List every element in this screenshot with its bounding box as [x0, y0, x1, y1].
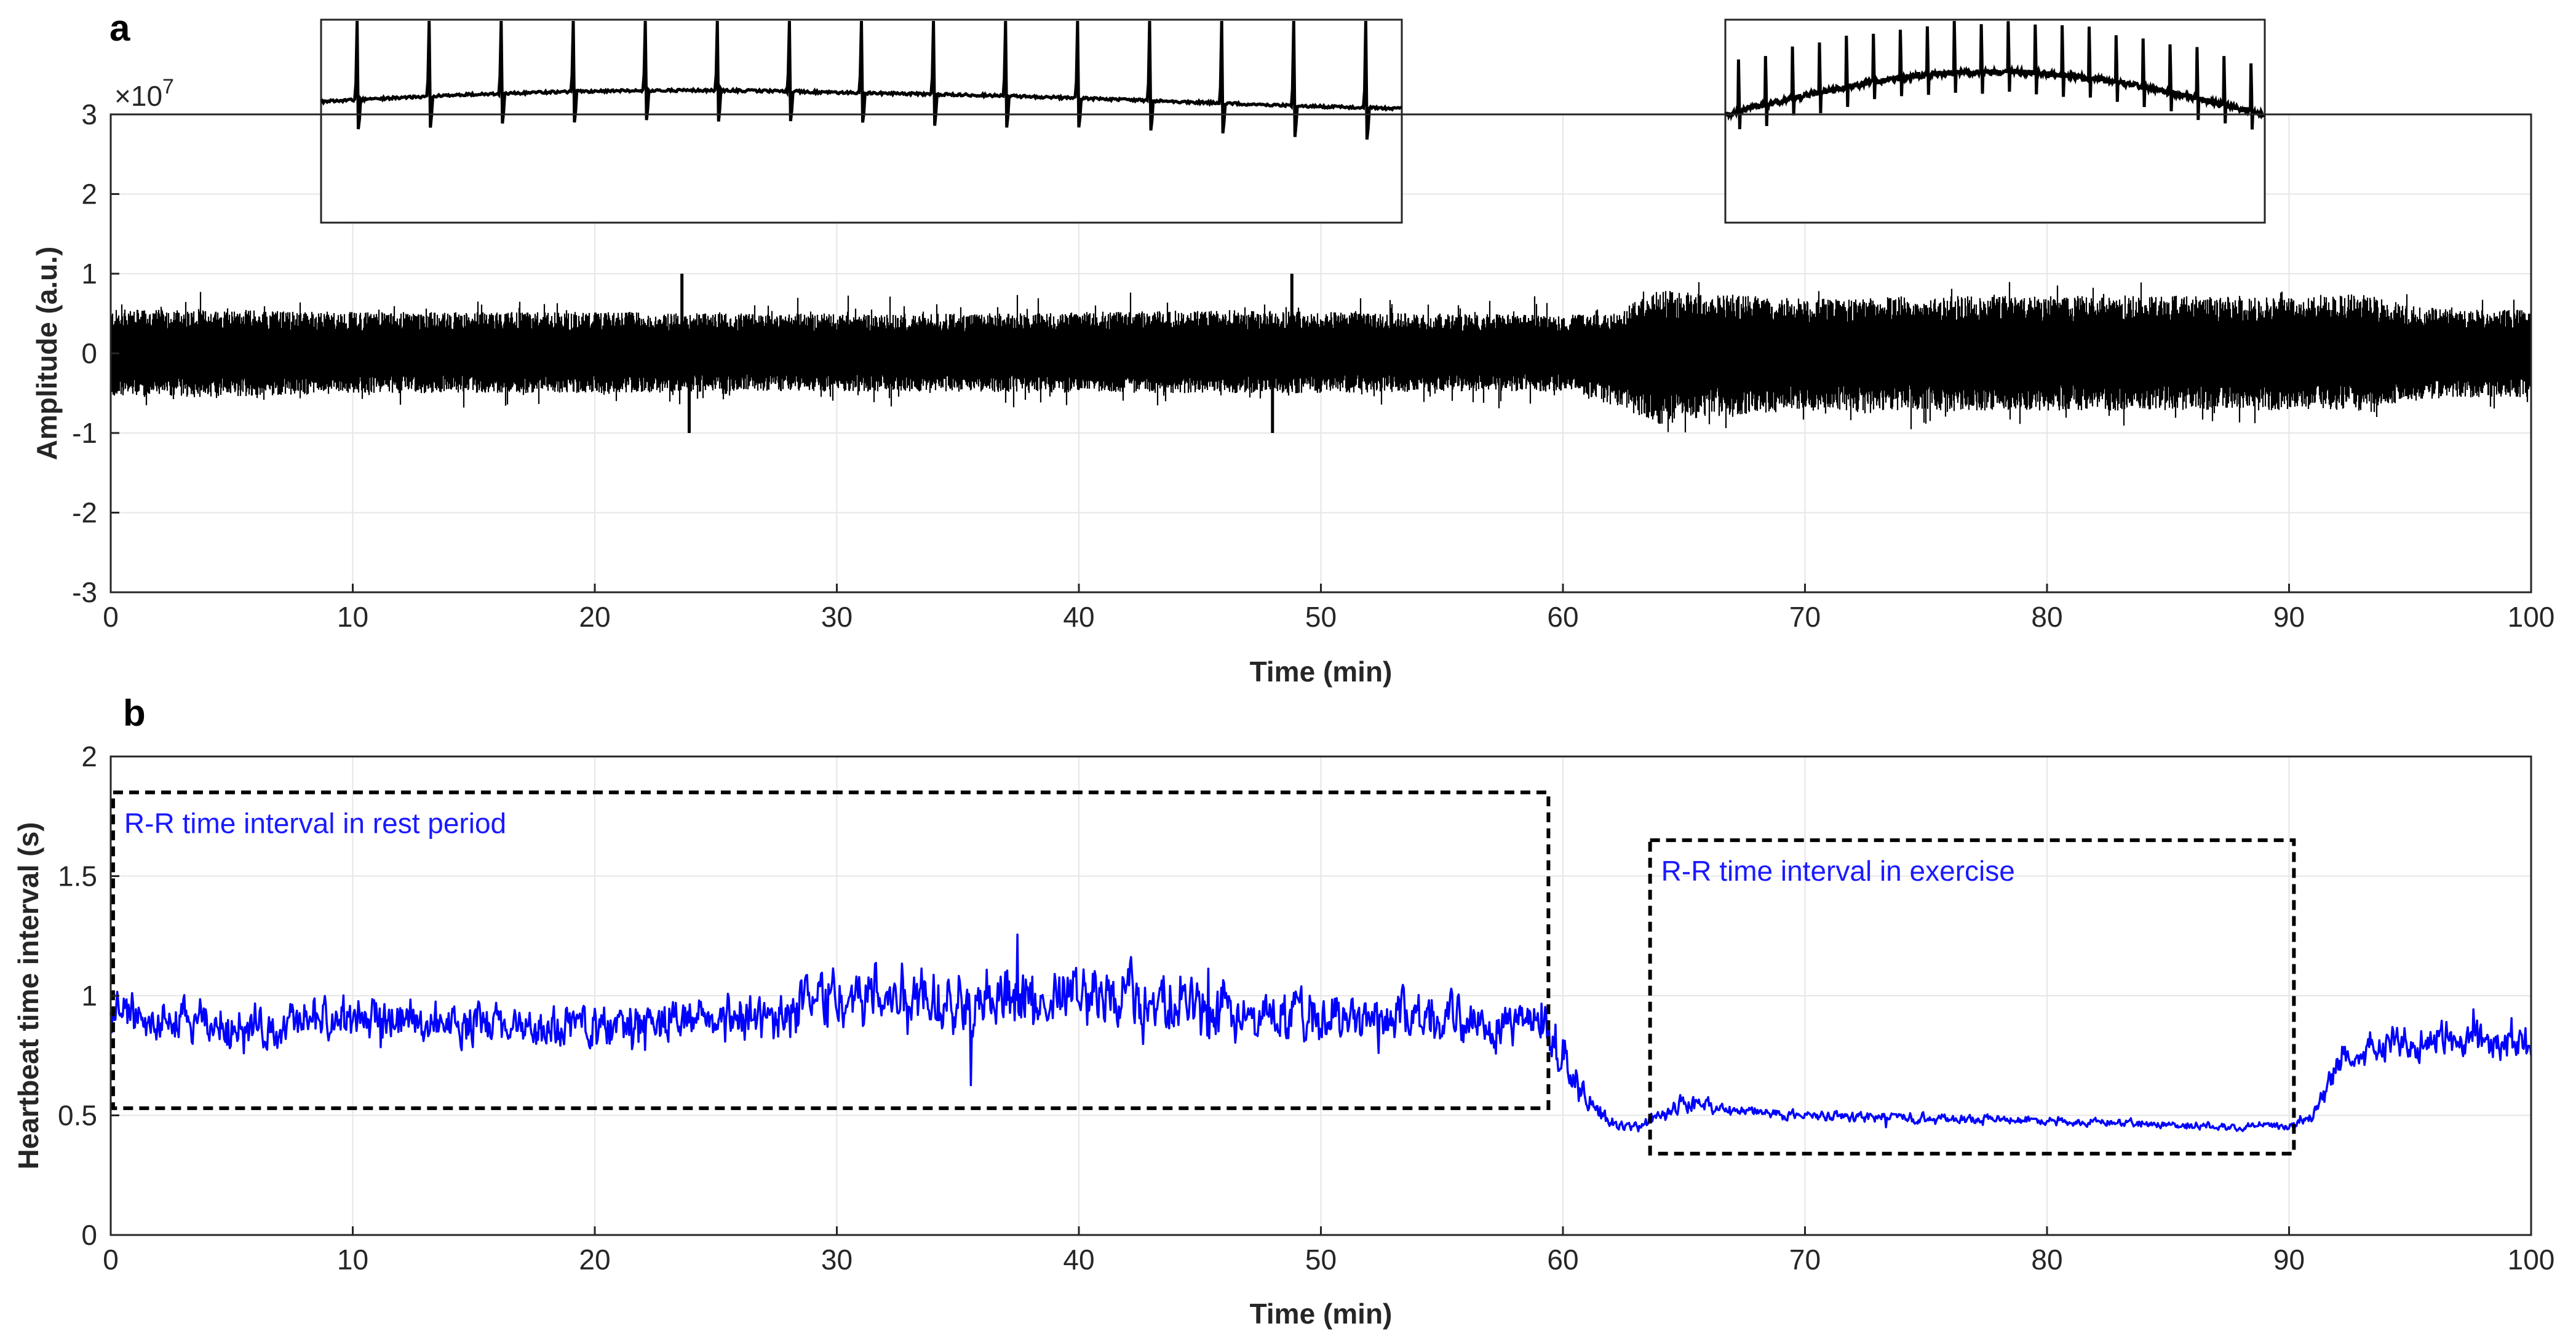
exponent-base: ×10 [114, 80, 162, 112]
inset-ecg-trace [320, 20, 1402, 140]
rr-x-tick-label: 40 [1063, 1244, 1094, 1276]
ecg-y-tick-label: -2 [72, 497, 97, 529]
ecg-y-tick-label: 3 [81, 98, 97, 130]
ecg-x-tick-label: 40 [1063, 601, 1094, 633]
ecg-x-tick-label: 60 [1547, 601, 1578, 633]
ecg-x-tick-label: 100 [2508, 601, 2555, 633]
ecg-inset-exercise [1723, 18, 2266, 224]
ecg-x-tick-label: 50 [1305, 601, 1337, 633]
exercise-period-label: R-R time interval in exercise [1661, 855, 2015, 887]
rr-x-tick-label: 30 [821, 1244, 853, 1276]
rr-y-tick-label: 0 [81, 1219, 97, 1251]
ecg-x-axis-label: Time (min) [1250, 656, 1393, 688]
rr-y-axis-label: Heartbeat time interval (s) [12, 822, 44, 1170]
exercise-period-box [1648, 838, 2296, 1156]
ecg-y-tick-label: 1 [81, 258, 97, 290]
exponent-label: ×107 [114, 75, 174, 112]
inset-frame [1724, 18, 2266, 224]
rr-interval-series [109, 933, 2532, 1133]
ecg-y-tick-label: 0 [81, 338, 97, 370]
exponent-power: 7 [162, 75, 174, 98]
ecg-x-tick-label: 30 [821, 601, 853, 633]
rr-x-tick-label: 50 [1305, 1244, 1337, 1276]
ecg-x-tick-label: 70 [1789, 601, 1821, 633]
rr-x-tick-label: 10 [337, 1244, 368, 1276]
rr-x-tick-label: 0 [103, 1244, 119, 1276]
rr-annotations: R-R time interval in rest period R-R time… [111, 790, 2296, 1156]
rest-period-label: R-R time interval in rest period [124, 807, 506, 839]
rr-x-axis-label: Time (min) [1250, 1298, 1393, 1330]
rr-x-tick-label: 70 [1789, 1244, 1821, 1276]
panel-label-b: b [123, 693, 146, 734]
ecg-inset-rest [320, 18, 1403, 224]
panel-label-a: a [109, 7, 130, 49]
inset-ecg-trace [1723, 21, 2266, 130]
rr-interval-trace [109, 933, 2532, 1133]
ecg-ticks: 0 10 20 30 40 50 60 70 80 90 100 -3 -2 -1 0 1 2 3 [72, 98, 2554, 633]
rr-ticks: 0 10 20 30 40 50 60 70 80 90 100 0 0.5 1 1.5 2 [58, 740, 2554, 1276]
rr-y-tick-label: 2 [81, 740, 97, 772]
rr-x-tick-label: 100 [2508, 1244, 2555, 1276]
rr-x-tick-label: 90 [2273, 1244, 2305, 1276]
rr-y-tick-label: 0.5 [58, 1100, 97, 1132]
rr-interval-chart-panel: R-R time interval in rest period R-R time… [12, 693, 2554, 1330]
rr-x-tick-label: 80 [2031, 1244, 2062, 1276]
ecg-x-tick-label: 80 [2031, 601, 2062, 633]
ecg-y-tick-label: -3 [72, 576, 97, 608]
ecg-x-tick-label: 90 [2273, 601, 2305, 633]
ecg-y-axis-label: Amplitude (a.u.) [31, 247, 63, 461]
ecg-x-tick-label: 0 [103, 601, 119, 633]
rest-period-box [111, 790, 1551, 1110]
ecg-insets [320, 18, 2266, 224]
rr-y-tick-label: 1 [81, 980, 97, 1012]
ecg-y-tick-label: 2 [81, 178, 97, 210]
rr-x-tick-label: 60 [1547, 1244, 1578, 1276]
ecg-y-tick-label: -1 [72, 417, 97, 449]
ecg-x-tick-label: 20 [579, 601, 610, 633]
ecg-x-tick-label: 10 [337, 601, 368, 633]
rr-x-tick-label: 20 [579, 1244, 610, 1276]
rr-y-tick-label: 1.5 [58, 860, 97, 892]
